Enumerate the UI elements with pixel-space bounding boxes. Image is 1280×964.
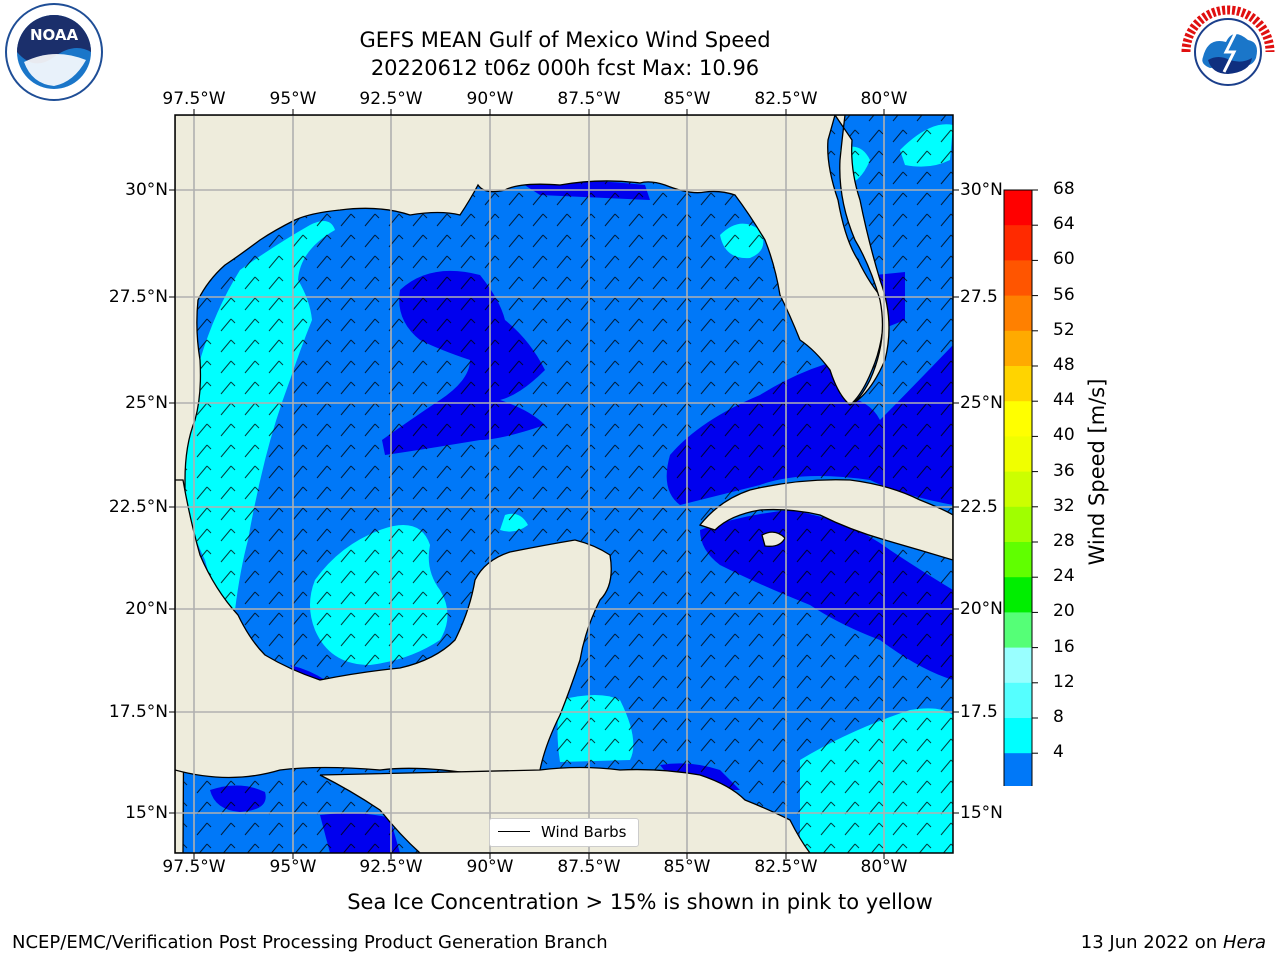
colorbar-segment [1004, 471, 1032, 508]
lon-tick-top: 90°W [466, 89, 514, 109]
lat-tick-left: 25°N [125, 393, 168, 413]
colorbar-tick-label: 24 [1053, 566, 1075, 587]
lon-tick-bottom: 82.5°W [754, 857, 818, 877]
lat-tick-right: 30°N [960, 180, 1003, 200]
land-cuba [698, 479, 953, 561]
lat-tick-right: 17.5 [960, 702, 998, 722]
colorbar-tick-label: 28 [1053, 531, 1075, 551]
lon-tick-top: 97.5°W [162, 89, 226, 109]
colorbar-segment [1004, 436, 1032, 473]
colorbar-tick-label: 12 [1053, 671, 1075, 692]
lat-tick-left: 20°N [125, 599, 168, 619]
lon-tick-bottom: 95°W [269, 857, 317, 877]
colorbar-tick-label: 36 [1053, 460, 1075, 481]
lon-tick-top: 80°W [860, 89, 908, 109]
lat-tick-left: 17.5°N [108, 702, 168, 722]
colorbar-tick-label: 60 [1053, 249, 1075, 270]
colorbar-segment [1004, 718, 1032, 754]
colorbar-tick-label: 68 [1053, 179, 1075, 199]
lon-tick-bottom: 80°W [860, 857, 908, 877]
lon-tick-bottom: 97.5°W [162, 857, 226, 877]
land-us-mexico [175, 115, 885, 853]
footer-date-text: 13 Jun 2022 on [1080, 932, 1223, 953]
colorbar-segment [1004, 295, 1032, 332]
svg-text:NOAA: NOAA [30, 26, 79, 44]
colorbar-tick-label: 40 [1053, 425, 1075, 446]
colorbar-segment [1004, 330, 1032, 367]
colorbar-segment [1004, 366, 1032, 402]
lon-tick-bottom: 90°W [466, 857, 514, 877]
sea-ice-note: Sea Ice Concentration > 15% is shown in … [347, 890, 933, 914]
land-mexico-south [175, 479, 612, 779]
colorbar-segment [1004, 753, 1032, 789]
colorbar-segment [1004, 260, 1032, 297]
colorbar [1000, 186, 1050, 818]
colorbar-segment [1004, 506, 1032, 543]
map-frame [174, 114, 954, 854]
colorbar-tick-label: 16 [1053, 636, 1075, 657]
colorbar-segment [1004, 542, 1032, 578]
colorbar-segment [1004, 682, 1032, 719]
colorbar-tick-label: 4 [1053, 742, 1064, 763]
lat-tick-right: 20°N [960, 599, 1003, 619]
chart-subtitle: 20220612 t06z 000h fcst Max: 10.96 [370, 56, 760, 80]
map-legend: Wind Barbs [489, 818, 639, 847]
colorbar-tick-label: 52 [1053, 319, 1075, 340]
graticule [175, 115, 953, 853]
footer-credit: NCEP/EMC/Verification Post Processing Pr… [12, 932, 608, 953]
colorbar-segment [1004, 647, 1032, 684]
lon-tick-bottom: 87.5°W [557, 857, 621, 877]
lon-tick-top: 95°W [269, 89, 317, 109]
lat-tick-left: 15°N [125, 803, 168, 823]
colorbar-tick-label: 8 [1053, 707, 1064, 727]
lat-tick-left: 27.5°N [108, 287, 168, 307]
lon-tick-top: 87.5°W [557, 89, 621, 109]
colorbar-segment [1004, 577, 1032, 613]
lon-tick-top: 82.5°W [754, 89, 818, 109]
colorbar-tick-label: 32 [1053, 495, 1075, 516]
colorbar-tick-label: 44 [1053, 390, 1075, 411]
lon-tick-bottom: 85°W [663, 857, 711, 877]
noaa-logo: NOAA [4, 2, 104, 102]
colorbar-segment [1004, 190, 1032, 226]
colorbar-tick-label: 20 [1053, 601, 1075, 622]
land-florida [834, 115, 890, 406]
lat-tick-right: 22.5 [960, 497, 998, 517]
colorbar-segment [1004, 612, 1032, 649]
land-isla-juventud [761, 531, 786, 547]
tick-marks [169, 109, 959, 859]
lat-tick-left: 30°N [125, 180, 168, 200]
footer-machine: Hera [1222, 932, 1266, 953]
lat-tick-right: 25°N [960, 393, 1003, 413]
colorbar-svg [1003, 189, 1038, 818]
legend-label: Wind Barbs [541, 823, 627, 841]
lat-tick-left: 22.5°N [108, 497, 168, 517]
colorbar-segment [1004, 225, 1032, 261]
colorbar-tick-label: 64 [1053, 214, 1075, 235]
nws-logo [1178, 2, 1278, 102]
lon-tick-bottom: 92.5°W [359, 857, 423, 877]
colorbar-tick-label: 48 [1053, 355, 1075, 375]
footer-date: 13 Jun 2022 on Hera [1081, 932, 1266, 953]
colorbar-tick-label: 56 [1053, 284, 1075, 305]
lon-tick-top: 85°W [663, 89, 711, 109]
lat-tick-right: 15°N [960, 803, 1003, 823]
lat-tick-right: 27.5 [960, 287, 998, 307]
legend-line-icon [498, 831, 530, 832]
colorbar-label: Wind Speed [m/s] [1085, 378, 1109, 566]
chart-title: GEFS MEAN Gulf of Mexico Wind Speed [359, 28, 771, 52]
colorbar-segment [1004, 401, 1032, 437]
lon-tick-top: 92.5°W [359, 89, 423, 109]
